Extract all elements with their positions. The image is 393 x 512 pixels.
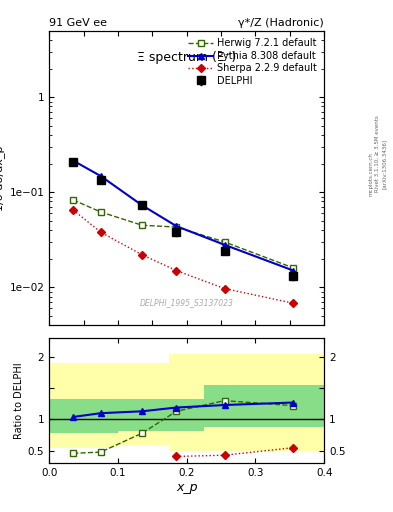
Herwig 7.2.1 default — [140, 222, 144, 228]
Sherpa 2.2.9 default — [222, 286, 227, 292]
Sherpa 2.2.9 default — [140, 252, 144, 258]
Sherpa 2.2.9 default — [71, 207, 75, 213]
Line: Herwig 7.2.1 default: Herwig 7.2.1 default — [70, 197, 296, 271]
Text: mcplots.cern.ch: mcplots.cern.ch — [368, 152, 373, 196]
Line: Pythia 8.308 default: Pythia 8.308 default — [70, 157, 297, 274]
Pythia 8.308 default — [174, 223, 179, 229]
Text: DELPHI_1995_S3137023: DELPHI_1995_S3137023 — [140, 298, 233, 307]
Pythia 8.308 default — [291, 267, 296, 273]
Herwig 7.2.1 default — [222, 239, 227, 245]
Pythia 8.308 default — [98, 173, 103, 179]
Pythia 8.308 default — [222, 242, 227, 248]
Text: Rivet 3.1.10, ≥ 3.5M events: Rivet 3.1.10, ≥ 3.5M events — [375, 115, 380, 192]
Herwig 7.2.1 default — [174, 224, 179, 230]
Text: [arXiv:1306.3436]: [arXiv:1306.3436] — [382, 139, 387, 189]
Sherpa 2.2.9 default — [98, 229, 103, 235]
Herwig 7.2.1 default — [291, 265, 296, 271]
Y-axis label: Ratio to DELPHI: Ratio to DELPHI — [14, 362, 24, 439]
Herwig 7.2.1 default — [71, 197, 75, 203]
Text: Ξ spectrum (Ξ⁻): Ξ spectrum (Ξ⁻) — [137, 51, 236, 65]
Text: 91 GeV ee: 91 GeV ee — [49, 18, 107, 28]
Text: γ*/Z (Hadronic): γ*/Z (Hadronic) — [239, 18, 324, 28]
Sherpa 2.2.9 default — [291, 300, 296, 306]
X-axis label: x_p: x_p — [176, 481, 197, 494]
Line: Sherpa 2.2.9 default: Sherpa 2.2.9 default — [70, 207, 296, 306]
Pythia 8.308 default — [71, 158, 75, 164]
Herwig 7.2.1 default — [98, 209, 103, 215]
Legend: Herwig 7.2.1 default, Pythia 8.308 default, Sherpa 2.2.9 default, DELPHI: Herwig 7.2.1 default, Pythia 8.308 defau… — [185, 35, 320, 89]
Sherpa 2.2.9 default — [174, 267, 179, 273]
Pythia 8.308 default — [140, 202, 144, 208]
Y-axis label: 1/σ dσ/dx_p: 1/σ dσ/dx_p — [0, 145, 5, 210]
